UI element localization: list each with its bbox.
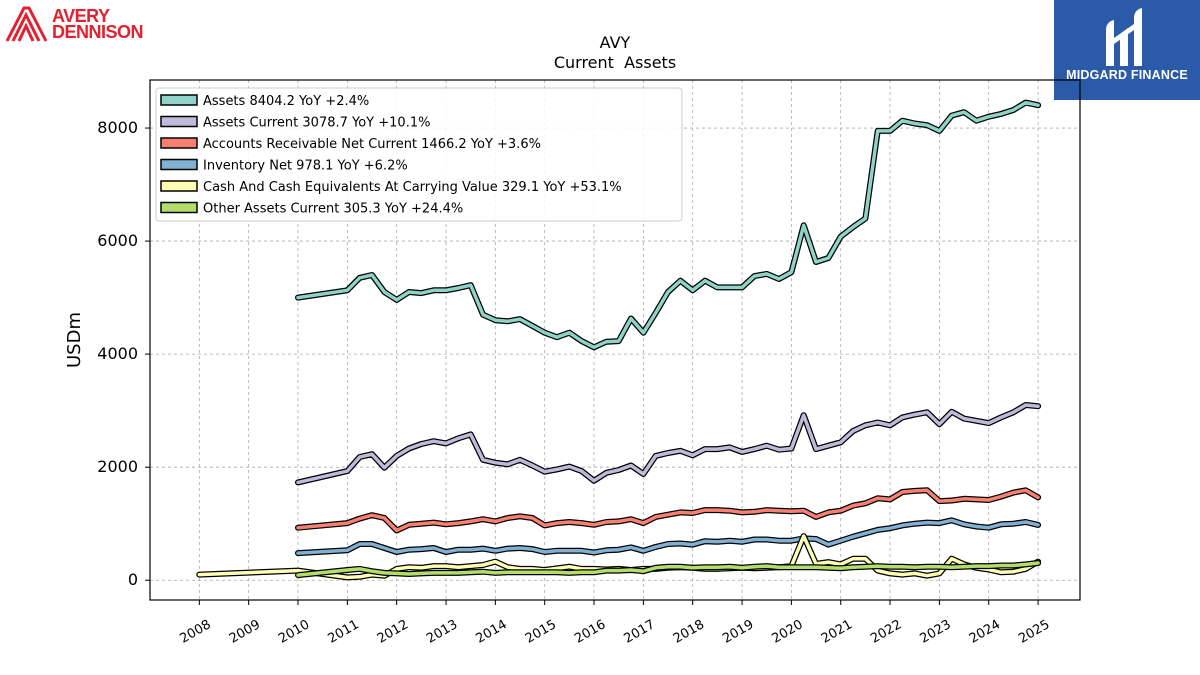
x-tick-label: 2011 [326, 617, 362, 647]
y-axis-label: USDm [64, 312, 85, 368]
series-line-4 [296, 518, 1040, 555]
x-tick-label: 2020 [770, 617, 806, 647]
midgard-finance-wordmark: MIDGARD FINANCE [1066, 68, 1188, 82]
x-tick-label: 2022 [868, 617, 904, 647]
legend-label: Accounts Receivable Net Current 1466.2 Y… [203, 137, 541, 152]
series-line-1 [296, 100, 1040, 350]
x-tick-label: 2018 [671, 617, 707, 647]
x-tick-label: 2013 [424, 617, 460, 647]
x-tick-label: 2012 [375, 617, 411, 647]
x-tick-label: 2016 [572, 617, 608, 647]
x-tick-label: 2010 [276, 617, 312, 647]
x-tick-label: 2019 [720, 617, 756, 647]
chart-subtitle: Current Assets [554, 53, 676, 72]
y-tick-label: 0 [128, 570, 138, 589]
avery-dennison-mark-icon [5, 6, 48, 42]
x-tick-label: 2009 [227, 617, 263, 647]
legend-swatch [160, 158, 198, 171]
x-tick-label: 2021 [819, 617, 855, 647]
avery-dennison-wordmark-line1: AVERY [52, 6, 110, 26]
legend-label: Assets Current 3078.7 YoY +10.1% [203, 116, 430, 131]
x-tick-label: 2025 [1016, 617, 1052, 647]
legend-label: Inventory Net 978.1 YoY +6.2% [203, 159, 408, 174]
x-axis: 2008 2009 2010 2011 2012 2013 2014 2015 2016 2017… [178, 600, 1052, 647]
x-tick-label: 2017 [622, 617, 658, 647]
legend-swatch [160, 115, 198, 128]
legend: Assets 8404.2 YoY +2.4% Assets Current 30… [155, 87, 683, 222]
legend-label: Assets 8404.2 YoY +2.4% [203, 94, 369, 109]
x-tick-label: 2024 [967, 617, 1003, 647]
series-line-6 [296, 561, 1040, 577]
x-tick-label: 2023 [918, 617, 954, 647]
legend-label: Other Assets Current 305.3 YoY +24.4% [203, 202, 463, 217]
y-tick-label: 4000 [97, 344, 138, 363]
y-tick-label: 6000 [97, 231, 138, 250]
x-tick-label: 2008 [178, 617, 214, 647]
series-line-2 [296, 403, 1040, 485]
legend-swatch [160, 201, 198, 214]
x-tick-label: 2014 [474, 617, 510, 647]
legend-label: Cash And Cash Equivalents At Carrying Va… [203, 180, 622, 195]
series-line-outline [295, 402, 1042, 486]
avery-dennison-logo: AVERY DENNISON [4, 4, 144, 44]
legend-swatch [160, 137, 198, 149]
y-tick-label: 8000 [97, 118, 138, 137]
y-axis: 0 2000 4000 6000 8000 [97, 118, 150, 589]
y-tick-label: 2000 [97, 457, 138, 476]
x-tick-label: 2015 [523, 617, 559, 647]
series-line-3 [296, 488, 1040, 533]
plot-frame [149, 79, 1081, 601]
avery-dennison-wordmark-line2: DENNISON [52, 22, 144, 42]
midgard-finance-logo: MIDGARD FINANCE [1054, 0, 1200, 100]
series-lines [196, 99, 1042, 581]
legend-box [155, 87, 683, 222]
chart-title: AVY [600, 33, 631, 52]
legend-swatch [160, 94, 198, 106]
legend-swatch [160, 180, 198, 192]
midgard-finance-mark-icon [1106, 8, 1142, 66]
